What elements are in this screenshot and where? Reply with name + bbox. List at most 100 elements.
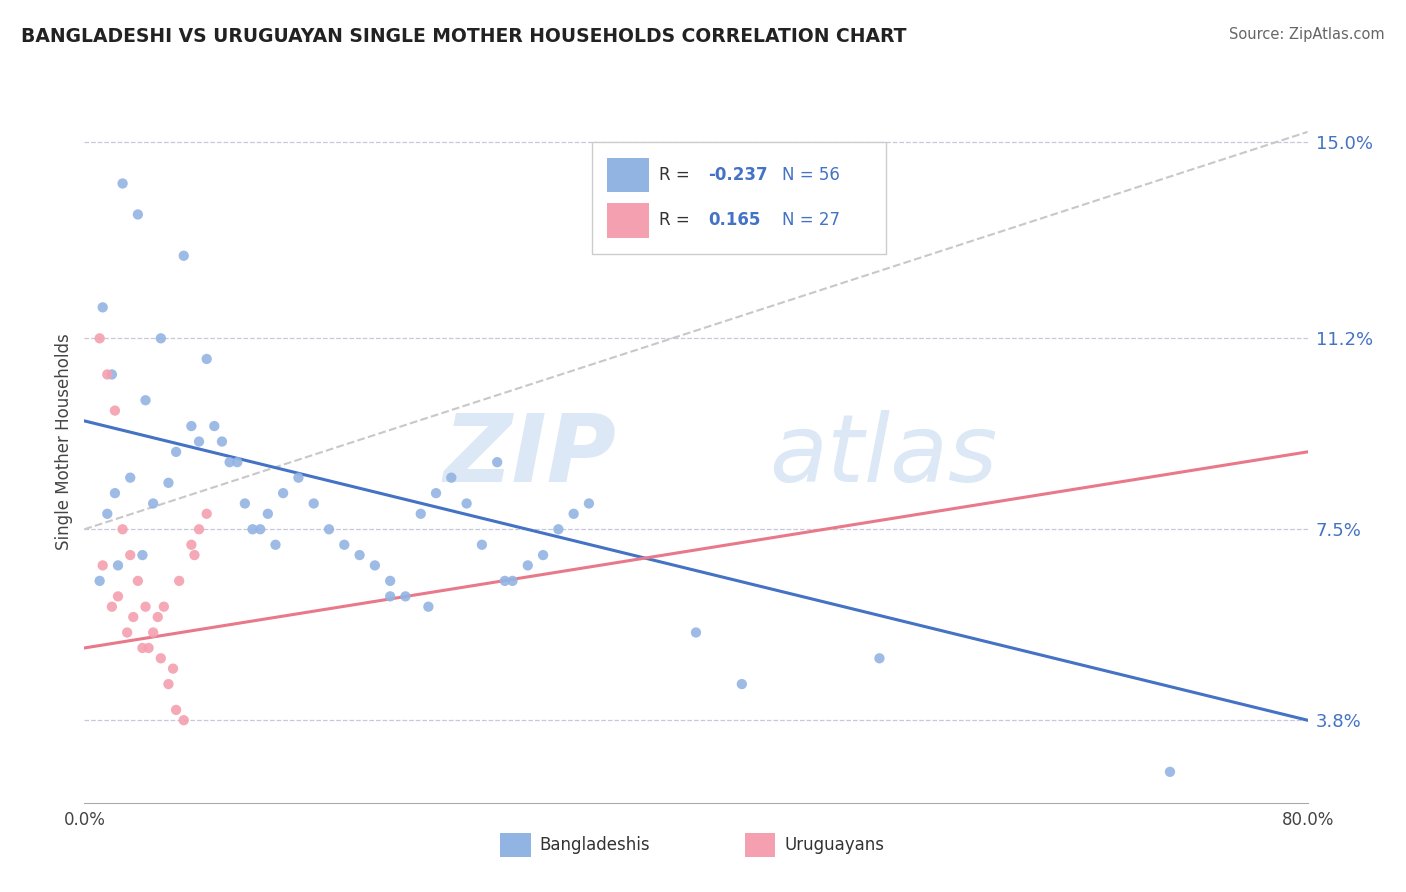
Text: Source: ZipAtlas.com: Source: ZipAtlas.com xyxy=(1229,27,1385,42)
Point xyxy=(547,522,569,536)
Point xyxy=(183,548,205,562)
Point xyxy=(531,548,554,562)
Point xyxy=(101,368,124,382)
Point xyxy=(578,496,600,510)
Point xyxy=(122,610,145,624)
Point xyxy=(394,590,416,604)
Point xyxy=(96,368,118,382)
Text: ZIP: ZIP xyxy=(443,410,616,502)
Point xyxy=(101,599,124,614)
Point xyxy=(149,331,172,345)
Point xyxy=(425,486,447,500)
Point xyxy=(104,486,127,500)
Text: Uruguayans: Uruguayans xyxy=(785,837,884,855)
Point xyxy=(302,496,325,510)
Point xyxy=(135,393,157,408)
Bar xyxy=(606,203,650,238)
Point xyxy=(162,662,184,676)
Point xyxy=(142,496,165,510)
Point xyxy=(226,455,249,469)
Point xyxy=(264,538,287,552)
Point xyxy=(173,249,195,263)
Point xyxy=(89,331,111,345)
Point xyxy=(138,640,160,655)
Point xyxy=(127,574,149,588)
Point xyxy=(364,558,387,573)
Point xyxy=(115,625,138,640)
Point xyxy=(418,599,440,614)
Point xyxy=(516,558,538,573)
Point xyxy=(242,522,264,536)
Point xyxy=(131,640,153,655)
Text: atlas: atlas xyxy=(769,410,998,501)
Point xyxy=(318,522,340,536)
Point xyxy=(120,548,142,562)
Point xyxy=(111,177,134,191)
Point xyxy=(188,434,211,449)
Point xyxy=(91,301,114,315)
Point xyxy=(486,455,509,469)
Point xyxy=(249,522,271,536)
Point xyxy=(165,445,187,459)
Point xyxy=(349,548,371,562)
Point xyxy=(157,475,180,490)
Text: R =: R = xyxy=(659,211,696,229)
Text: 0.165: 0.165 xyxy=(709,211,761,229)
Point xyxy=(157,677,180,691)
Point xyxy=(131,548,153,562)
Point xyxy=(165,703,187,717)
Point xyxy=(271,486,294,500)
Point xyxy=(195,507,218,521)
Point xyxy=(195,351,218,366)
Point xyxy=(502,574,524,588)
Text: BANGLADESHI VS URUGUAYAN SINGLE MOTHER HOUSEHOLDS CORRELATION CHART: BANGLADESHI VS URUGUAYAN SINGLE MOTHER H… xyxy=(21,27,907,45)
Point xyxy=(89,574,111,588)
Text: -0.237: -0.237 xyxy=(709,166,768,184)
Bar xyxy=(745,833,776,857)
Point xyxy=(173,713,195,727)
Point xyxy=(107,558,129,573)
Point xyxy=(180,538,202,552)
Bar xyxy=(606,158,650,193)
Point xyxy=(562,507,585,521)
Point xyxy=(153,599,176,614)
Point xyxy=(111,522,134,536)
Point xyxy=(146,610,169,624)
Bar xyxy=(592,142,886,253)
Bar xyxy=(501,833,531,857)
Point xyxy=(218,455,240,469)
Point xyxy=(731,677,754,691)
Point xyxy=(869,651,891,665)
Text: R =: R = xyxy=(659,166,696,184)
Point xyxy=(333,538,356,552)
Point xyxy=(380,574,402,588)
Text: Bangladeshis: Bangladeshis xyxy=(540,837,650,855)
Point xyxy=(104,403,127,417)
Point xyxy=(142,625,165,640)
Point xyxy=(107,590,129,604)
Text: N = 56: N = 56 xyxy=(782,166,839,184)
Point xyxy=(202,419,225,434)
Point xyxy=(287,471,309,485)
Point xyxy=(211,434,233,449)
Point xyxy=(167,574,190,588)
Point xyxy=(471,538,494,552)
Point xyxy=(456,496,478,510)
Text: N = 27: N = 27 xyxy=(782,211,839,229)
Point xyxy=(233,496,256,510)
Point xyxy=(685,625,707,640)
Point xyxy=(149,651,172,665)
Point xyxy=(494,574,516,588)
Point xyxy=(409,507,432,521)
Point xyxy=(127,207,149,221)
Point xyxy=(91,558,114,573)
Point xyxy=(440,471,463,485)
Point xyxy=(135,599,157,614)
Y-axis label: Single Mother Households: Single Mother Households xyxy=(55,334,73,549)
Point xyxy=(1159,764,1181,779)
Point xyxy=(257,507,280,521)
Point xyxy=(96,507,118,521)
Point xyxy=(120,471,142,485)
Point xyxy=(380,590,402,604)
Point xyxy=(180,419,202,434)
